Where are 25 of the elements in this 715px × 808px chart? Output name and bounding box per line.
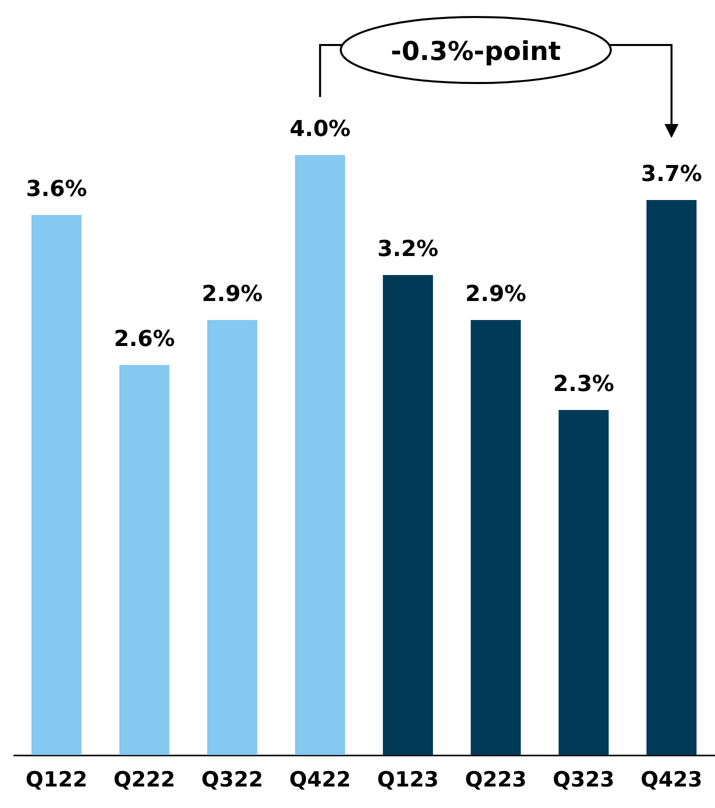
x-tick-label: Q222 [114, 768, 176, 792]
data-label: 4.0% [290, 117, 351, 142]
bar [119, 365, 170, 755]
data-label: 2.6% [114, 327, 175, 352]
data-label: 2.9% [465, 282, 526, 307]
data-label: 3.7% [641, 162, 702, 187]
bar [31, 215, 82, 755]
x-tick-label: Q323 [552, 768, 614, 792]
x-tick-label: Q422 [289, 768, 351, 792]
data-label: 2.9% [202, 282, 263, 307]
x-tick-label: Q423 [640, 768, 702, 792]
bar [470, 320, 521, 755]
x-tick-label: Q223 [464, 768, 527, 792]
data-label: 2.3% [553, 372, 614, 397]
bar [558, 410, 609, 755]
bar [382, 275, 433, 755]
x-tick-label: Q122 [26, 768, 88, 792]
bar [646, 200, 697, 755]
x-tick-label: Q322 [201, 768, 264, 792]
data-label: 3.6% [26, 177, 87, 202]
data-label: 3.2% [377, 237, 438, 262]
bar [295, 155, 346, 755]
annotation: -0.3%-point [390, 37, 561, 67]
bar [207, 320, 258, 755]
x-tick-label: Q123 [377, 768, 439, 792]
